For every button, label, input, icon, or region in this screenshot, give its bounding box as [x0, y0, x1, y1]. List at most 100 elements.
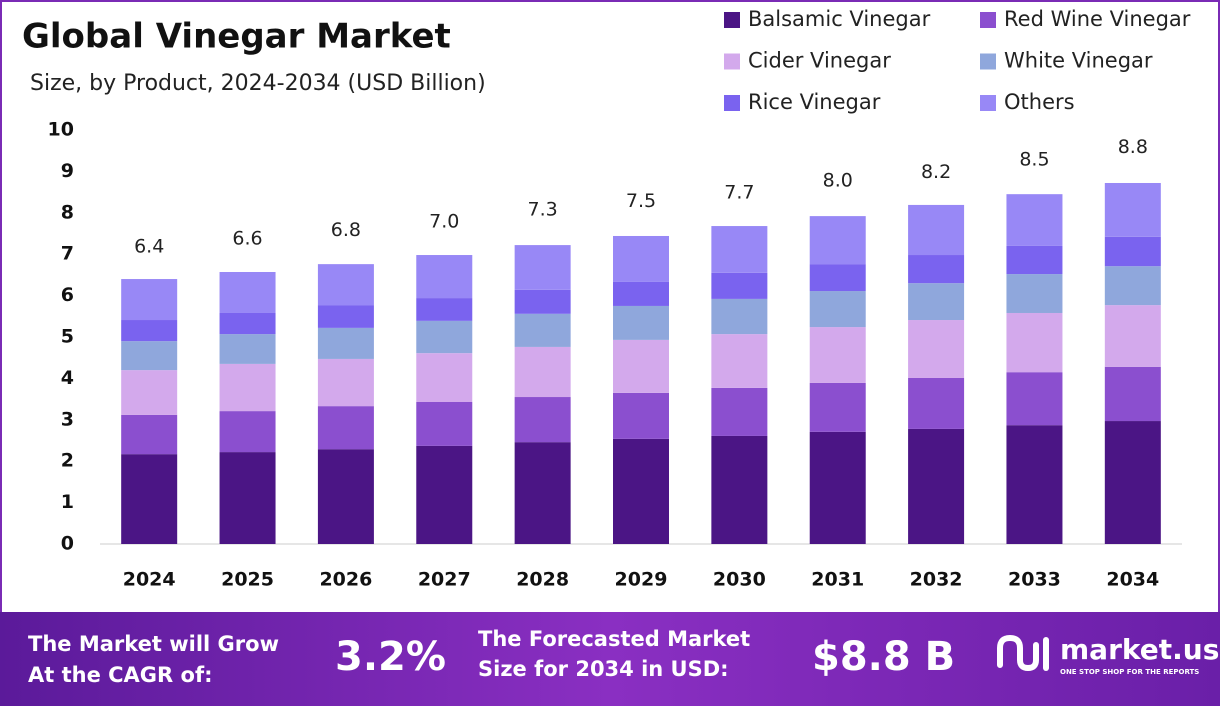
legend-swatch [724, 12, 740, 28]
bar-segment [809, 216, 866, 265]
bar-segment [1006, 274, 1063, 313]
brand-tagline: ONE STOP SHOP FOR THE REPORTS [1060, 668, 1199, 676]
bar-segment [1104, 366, 1161, 422]
bar-segment [416, 353, 473, 402]
y-tick-label: 1 [61, 491, 74, 513]
legend-label: White Vinegar [1004, 49, 1153, 73]
x-tick-label: 2024 [123, 569, 176, 591]
bar-segment [1104, 236, 1161, 267]
x-tick-label: 2028 [516, 569, 569, 591]
y-tick-label: 10 [48, 119, 74, 141]
bar-segment [219, 272, 276, 313]
bar-segment [416, 298, 473, 321]
y-tick-label: 4 [61, 367, 74, 389]
x-tick-label: 2034 [1106, 569, 1159, 591]
bar-segment [613, 438, 669, 544]
forecast-label: Size for 2034 in USD: [478, 657, 729, 681]
x-tick-label: 2031 [811, 569, 864, 591]
bar-segment [809, 327, 866, 383]
legend-swatch [980, 95, 996, 111]
legend-label: Rice Vinegar [748, 90, 881, 114]
bar-segment [711, 298, 768, 335]
total-label: 7.7 [724, 182, 754, 204]
forecast-value: $8.8 B [812, 634, 955, 680]
bar-segment [121, 454, 178, 544]
x-tick-label: 2032 [910, 569, 963, 591]
footer-band [0, 612, 1220, 706]
chart-title: Global Vinegar Market [22, 17, 451, 57]
x-tick-label: 2033 [1008, 569, 1061, 591]
bar-segment [1104, 266, 1161, 306]
y-tick-label: 7 [61, 243, 74, 265]
bar-segment [514, 442, 571, 544]
total-label: 8.8 [1118, 136, 1148, 158]
y-tick-label: 0 [61, 533, 74, 555]
bar-segment [613, 339, 669, 393]
legend-swatch [724, 95, 740, 111]
cagr-label: At the CAGR of: [28, 663, 213, 687]
bar-segment [121, 414, 178, 455]
x-tick-label: 2030 [713, 569, 766, 591]
total-label: 8.0 [823, 169, 853, 191]
forecast-label: The Forecasted Market [478, 627, 750, 651]
y-tick-label: 5 [61, 326, 74, 348]
bar-segment [1006, 372, 1063, 426]
brand-name: market.us [1060, 633, 1219, 666]
bar-segment [317, 305, 374, 328]
bar-segment [121, 279, 178, 321]
bar-segment [416, 445, 473, 544]
bar-segment [711, 435, 768, 544]
cagr-label: The Market will Grow [28, 632, 279, 656]
bar-segment [514, 245, 571, 290]
x-tick-label: 2026 [319, 569, 372, 591]
bar-segment [613, 392, 669, 439]
bar-segment [1104, 421, 1161, 544]
bar-segment [1006, 425, 1063, 544]
bar-segment [317, 264, 374, 306]
x-tick-label: 2025 [221, 569, 274, 591]
legend-label: Balsamic Vinegar [748, 7, 931, 31]
y-tick-label: 6 [61, 284, 74, 306]
bar-segment [121, 320, 178, 342]
legend-label: Others [1004, 90, 1075, 114]
x-tick-label: 2029 [615, 569, 668, 591]
bar-segment [514, 313, 571, 347]
bar-segment [514, 346, 571, 398]
x-tick-label: 2027 [418, 569, 471, 591]
total-label: 6.8 [331, 219, 361, 241]
bar-segment [514, 289, 571, 314]
total-label: 7.5 [626, 190, 656, 212]
bar-segment [219, 411, 276, 453]
bar-segment [711, 387, 768, 436]
bar-segment [121, 341, 178, 371]
bar-segment [317, 358, 374, 407]
y-tick-label: 3 [61, 408, 74, 430]
y-tick-label: 2 [61, 450, 74, 472]
bar-segment [514, 397, 571, 443]
bar-segment [908, 283, 965, 321]
bar-segment [809, 382, 866, 432]
legend-label: Cider Vinegar [748, 49, 891, 73]
bar-segment [908, 204, 965, 256]
bar-segment [809, 291, 866, 328]
bar-segment [809, 264, 866, 292]
bar-segment [317, 449, 374, 544]
bar-segment [317, 327, 374, 359]
bar-segment [711, 226, 768, 273]
legend-label: Red Wine Vinegar [1004, 7, 1191, 31]
bar-segment [416, 320, 473, 354]
total-label: 8.5 [1019, 149, 1049, 171]
bar-segment [908, 377, 965, 429]
bar-segment [908, 428, 965, 544]
bar-segment [219, 363, 276, 412]
bar-segment [613, 305, 669, 340]
bar-segment [1006, 245, 1063, 275]
bar-segment [1006, 312, 1063, 373]
total-label: 7.0 [429, 211, 459, 233]
bar-segment [219, 312, 276, 335]
bar-segment [711, 334, 768, 388]
bar-segment [416, 401, 473, 446]
y-tick-label: 9 [61, 160, 74, 182]
bar-segment [317, 406, 374, 450]
legend-swatch [980, 12, 996, 28]
